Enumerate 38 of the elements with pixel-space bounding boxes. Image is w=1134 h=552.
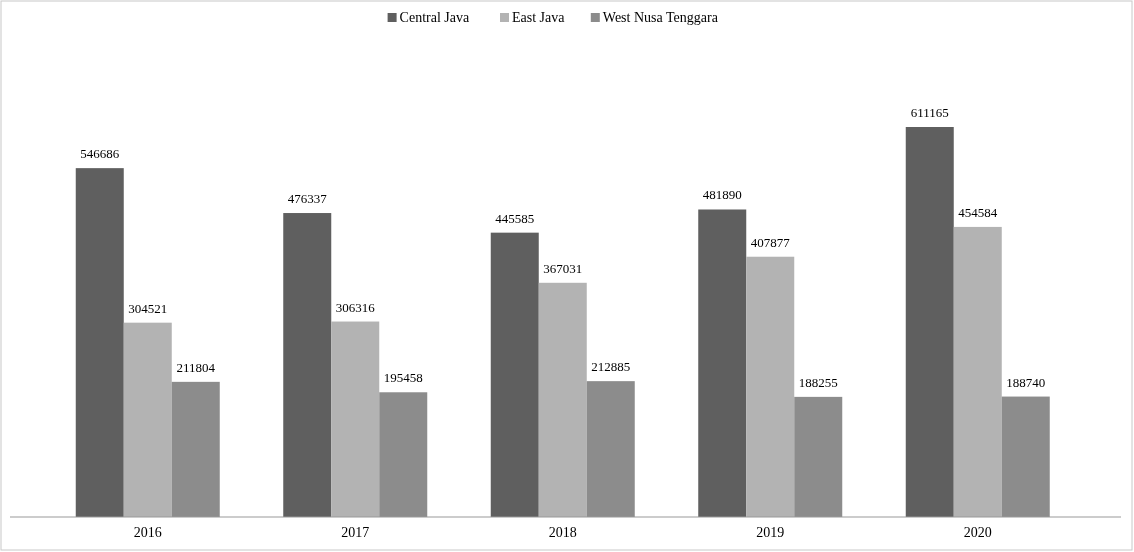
data-label: 188740 <box>1006 374 1046 390</box>
data-label: 367031 <box>543 260 583 276</box>
bar <box>123 322 172 517</box>
data-label: 306316 <box>335 299 376 315</box>
data-label: 445585 <box>495 210 535 226</box>
data-label: 481890 <box>702 187 742 203</box>
bar <box>538 282 587 517</box>
bar <box>331 321 380 517</box>
bar <box>171 381 220 517</box>
data-label: 195458 <box>383 370 423 386</box>
bar <box>953 226 1002 517</box>
bar <box>698 209 747 517</box>
x-tick-label: 2019 <box>756 525 785 540</box>
bar <box>905 127 954 517</box>
bar <box>586 381 635 517</box>
bar <box>283 213 332 517</box>
legend-label: West Nusa Tenggara <box>602 10 719 25</box>
legend-label: East Java <box>512 10 566 25</box>
bar <box>794 396 843 517</box>
data-label: 546686 <box>80 146 120 162</box>
bar <box>746 256 795 517</box>
x-tick-label: 2018 <box>548 525 577 540</box>
data-label: 304521 <box>128 300 168 316</box>
data-label: 476337 <box>287 191 328 207</box>
x-tick-label: 2020 <box>963 525 992 540</box>
legend-label: Central Java <box>399 10 470 25</box>
data-label: 407877 <box>750 234 791 250</box>
x-tick-label: 2016 <box>133 525 162 540</box>
x-tick-label: 2017 <box>341 525 370 540</box>
bar <box>379 392 428 517</box>
bar <box>490 232 539 517</box>
bar <box>1001 396 1050 517</box>
bar <box>75 168 124 517</box>
data-label: 454584 <box>958 204 998 220</box>
data-label: 611165 <box>910 105 949 120</box>
data-label: 211804 <box>176 359 216 375</box>
data-label: 212885 <box>591 359 631 375</box>
data-label: 188255 <box>798 374 838 390</box>
